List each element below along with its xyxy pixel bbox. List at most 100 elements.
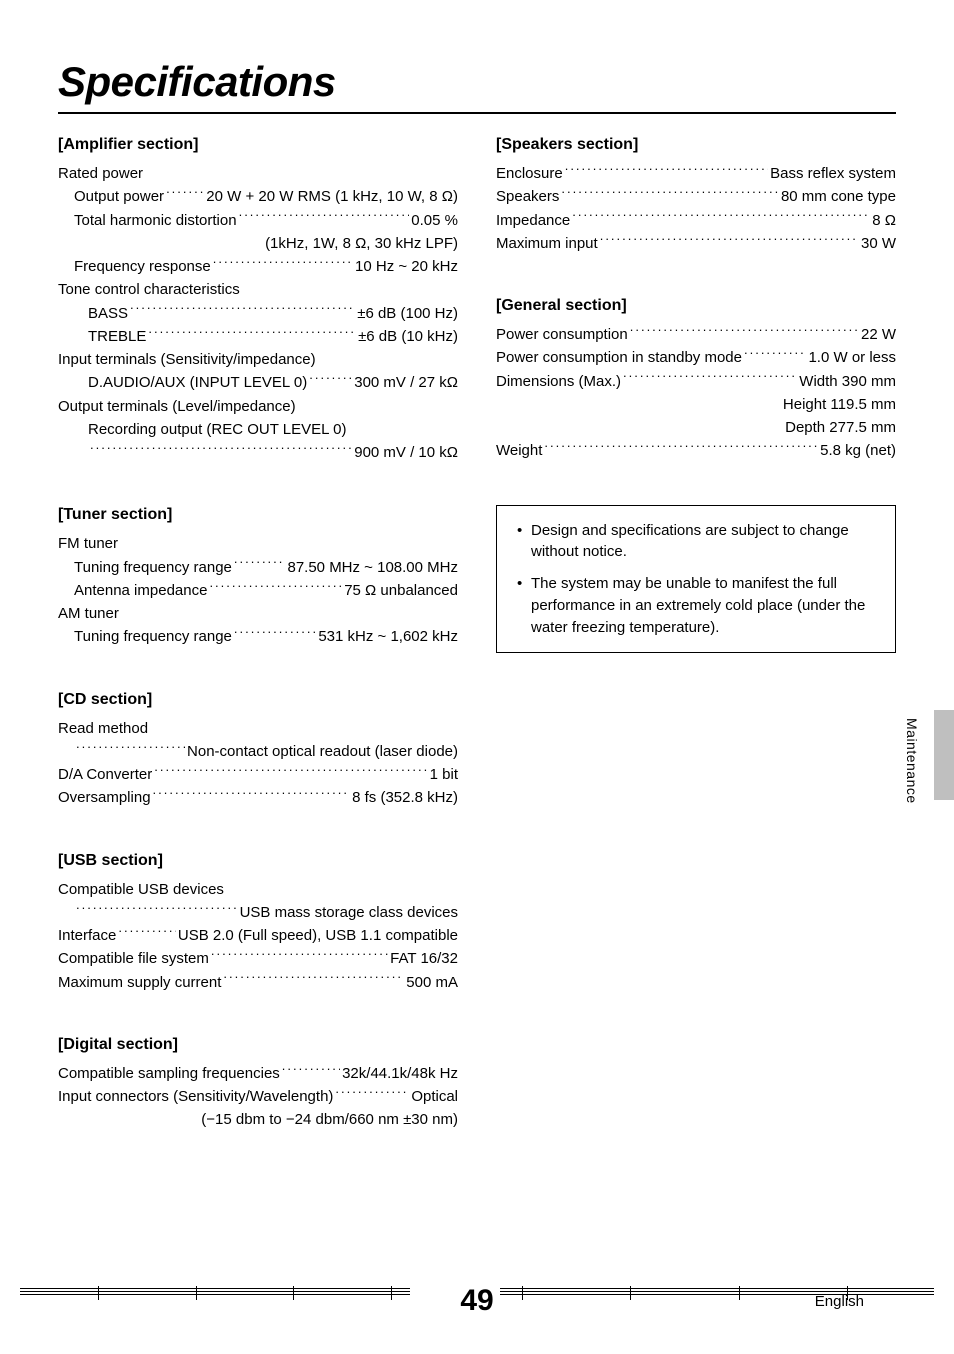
spec-label: Impedance — [496, 209, 570, 232]
spec-label: Total harmonic distortion — [74, 209, 237, 232]
spec-dots — [209, 580, 342, 595]
spec-label: Compatible sampling frequencies — [58, 1062, 280, 1085]
spec-line: Oversampling8 fs (352.8 kHz) — [58, 786, 458, 809]
spec-dots — [744, 347, 806, 362]
spec-label: Antenna impedance — [74, 579, 207, 602]
spec-value: 8 Ω — [872, 209, 896, 232]
right-column: [Speakers section] EnclosureBass reflex … — [496, 136, 896, 1166]
spec-label: Read method — [58, 717, 148, 740]
spec-label: Compatible USB devices — [58, 878, 224, 901]
spec-dots — [234, 626, 316, 641]
spec-label: Compatible file system — [58, 947, 209, 970]
spec-label: D/A Converter — [58, 763, 152, 786]
spec-label: Rated power — [58, 162, 143, 185]
spec-line: Output terminals (Level/impedance) — [58, 395, 458, 418]
spec-value: 900 mV / 10 kΩ — [354, 441, 458, 464]
spec-label: Power consumption in standby mode — [496, 346, 742, 369]
usb-head: [USB section] — [58, 852, 458, 870]
speakers-lines: EnclosureBass reflex systemSpeakers 80 mm… — [496, 162, 896, 255]
spec-line: Recording output (REC OUT LEVEL 0) — [58, 418, 458, 441]
speakers-head: [Speakers section] — [496, 136, 896, 154]
digital-head: [Digital section] — [58, 1036, 458, 1054]
spec-line: Compatible file system FAT 16/32 — [58, 947, 458, 970]
spec-label: TREBLE — [88, 325, 146, 348]
spec-dots — [153, 787, 351, 802]
spec-label: Output power — [74, 185, 164, 208]
spec-line: Rated power — [58, 162, 458, 185]
spec-line: Speakers 80 mm cone type — [496, 185, 896, 208]
spec-value: ±6 dB (100 Hz) — [357, 302, 458, 325]
spec-dots — [148, 326, 356, 341]
spec-dots — [335, 1086, 409, 1101]
spec-value: Depth 277.5 mm — [785, 416, 896, 439]
spec-line: (1kHz, 1W, 8 Ω, 30 kHz LPF) — [58, 232, 458, 255]
spec-line: Dimensions (Max.)Width 390 mm — [496, 370, 896, 393]
page: Specifications [Amplifier section] Rated… — [0, 0, 954, 1354]
footer-language: English — [815, 1293, 864, 1310]
page-number: 49 — [460, 1284, 493, 1318]
spec-value: Optical — [411, 1085, 458, 1108]
spec-value: FAT 16/32 — [390, 947, 458, 970]
spec-dots — [239, 210, 410, 225]
spec-dots — [211, 948, 388, 963]
spec-label: D.AUDIO/AUX (INPUT LEVEL 0) — [88, 371, 307, 394]
spec-value: USB 2.0 (Full speed), USB 1.1 compatible — [178, 924, 458, 947]
spec-value: 30 W — [861, 232, 896, 255]
spec-value: 1.0 W or less — [808, 346, 896, 369]
spec-value: 80 mm cone type — [781, 185, 896, 208]
spec-line: TREBLE±6 dB (10 kHz) — [58, 325, 458, 348]
spec-label: Oversampling — [58, 786, 151, 809]
amplifier-lines: Rated powerOutput power 20 W + 20 W RMS (… — [58, 162, 458, 464]
content-columns: [Amplifier section] Rated powerOutput po… — [58, 136, 896, 1166]
spec-line: Non-contact optical readout (laser diode… — [58, 740, 458, 763]
spec-label: Interface — [58, 924, 116, 947]
spec-line: Frequency response10 Hz ~ 20 kHz — [58, 255, 458, 278]
spec-value: 75 Ω unbalanced — [344, 579, 458, 602]
spec-line: Height 119.5 mm — [496, 393, 896, 416]
spec-line: EnclosureBass reflex system — [496, 162, 896, 185]
spec-dots — [565, 163, 768, 178]
spec-label: Tone control characteristics — [58, 278, 240, 301]
spec-line: Input terminals (Sensitivity/impedance) — [58, 348, 458, 371]
spec-line: Compatible USB devices — [58, 878, 458, 901]
footer-ticks-right — [500, 1284, 934, 1302]
spec-value: 20 W + 20 W RMS (1 kHz, 10 W, 8 Ω) — [206, 185, 458, 208]
spec-value: 87.50 MHz ~ 108.00 MHz — [287, 556, 458, 579]
spec-line: Total harmonic distortion0.05 % — [58, 209, 458, 232]
spec-line: USB mass storage class devices — [58, 901, 458, 924]
spec-label: Recording output (REC OUT LEVEL 0) — [88, 418, 346, 441]
spec-line: 900 mV / 10 kΩ — [58, 441, 458, 464]
amplifier-section: [Amplifier section] Rated powerOutput po… — [58, 136, 458, 464]
spec-line: Compatible sampling frequencies32k/44.1k… — [58, 1062, 458, 1085]
spec-line: AM tuner — [58, 602, 458, 625]
tuner-lines: FM tunerTuning frequency range87.50 MHz … — [58, 532, 458, 648]
spec-value: (1kHz, 1W, 8 Ω, 30 kHz LPF) — [265, 232, 458, 255]
digital-lines: Compatible sampling frequencies32k/44.1k… — [58, 1062, 458, 1132]
spec-value: Bass reflex system — [770, 162, 896, 185]
note-item: The system may be unable to manifest the… — [515, 573, 877, 638]
footer-ticks-left — [20, 1284, 410, 1302]
spec-label: Dimensions (Max.) — [496, 370, 621, 393]
spec-line: Read method — [58, 717, 458, 740]
spec-line: Output power 20 W + 20 W RMS (1 kHz, 10 W… — [58, 185, 458, 208]
speakers-section: [Speakers section] EnclosureBass reflex … — [496, 136, 896, 255]
spec-label: Output terminals (Level/impedance) — [58, 395, 296, 418]
spec-value: 1 bit — [430, 763, 458, 786]
spec-dots — [309, 372, 352, 387]
spec-line: Weight5.8 kg (net) — [496, 439, 896, 462]
spec-line: Power consumption22 W — [496, 323, 896, 346]
spec-line: Tuning frequency range87.50 MHz ~ 108.00… — [58, 556, 458, 579]
spec-value: Height 119.5 mm — [783, 393, 896, 416]
digital-section: [Digital section] Compatible sampling fr… — [58, 1036, 458, 1132]
spec-label: Input terminals (Sensitivity/impedance) — [58, 348, 316, 371]
spec-label: AM tuner — [58, 602, 119, 625]
spec-line: Interface USB 2.0 (Full speed), USB 1.1 c… — [58, 924, 458, 947]
spec-dots — [623, 371, 797, 386]
spec-dots — [90, 442, 352, 457]
spec-dots — [166, 186, 204, 201]
spec-dots — [572, 210, 870, 225]
spec-label: Frequency response — [74, 255, 211, 278]
spec-dots — [213, 256, 353, 271]
spec-label: Speakers — [496, 185, 559, 208]
spec-value: (−15 dbm to −24 dbm/660 nm ±30 nm) — [201, 1108, 458, 1131]
